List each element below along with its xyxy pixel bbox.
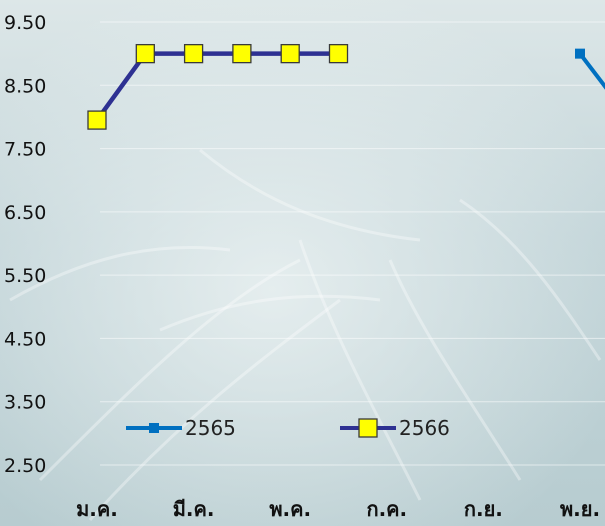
- legend-swatch-marker: [149, 423, 159, 433]
- series-2565: [575, 48, 605, 90]
- x-tick-label: ก.ย.: [464, 497, 503, 521]
- data-point: [575, 48, 585, 59]
- y-axis-tick-labels: 9.50 8.50 7.50 6.50 5.50 4.50 3.50 2.50: [4, 12, 46, 477]
- data-point: [135, 43, 155, 64]
- data-point: [183, 43, 204, 64]
- x-tick-label: ก.ค.: [366, 497, 407, 521]
- y-tick-label: 3.50: [4, 392, 46, 414]
- legend-item-2565: 2565: [126, 416, 236, 440]
- gridlines: [100, 21, 605, 466]
- y-tick-label: 6.50: [4, 202, 46, 224]
- legend: 2565 2566: [126, 416, 450, 440]
- data-point: [87, 110, 107, 130]
- legend-label: 2566: [399, 416, 450, 440]
- legend-swatch-marker: [358, 418, 378, 438]
- legend-label: 2565: [185, 416, 236, 440]
- y-tick-label: 7.50: [4, 139, 46, 161]
- series-layer: [87, 43, 605, 130]
- y-tick-label: 9.50: [4, 12, 46, 34]
- y-tick-label: 2.50: [4, 455, 46, 477]
- x-tick-label: พ.ย.: [560, 497, 600, 521]
- data-point: [280, 43, 300, 64]
- series-line: [578, 52, 605, 90]
- y-tick-label: 5.50: [4, 265, 46, 287]
- x-tick-label: ม.ค.: [76, 497, 118, 521]
- data-point: [232, 43, 252, 64]
- legend-item-2566: 2566: [340, 416, 450, 440]
- y-tick-label: 4.50: [4, 328, 46, 350]
- x-tick-label: พ.ค.: [269, 497, 311, 521]
- data-point: [328, 43, 349, 64]
- y-tick-label: 8.50: [4, 75, 46, 97]
- x-axis-tick-labels: ม.ค. มี.ค. พ.ค. ก.ค. ก.ย. พ.ย.: [76, 497, 600, 521]
- x-tick-label: มี.ค.: [173, 497, 215, 521]
- series-2566: [87, 43, 349, 130]
